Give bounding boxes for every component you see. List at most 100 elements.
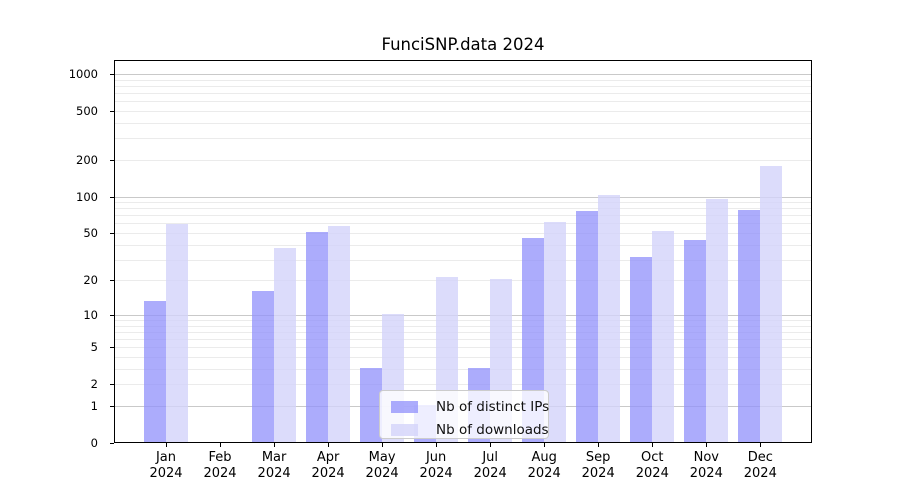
- x-tick-month: Feb: [208, 450, 232, 465]
- x-tick-year: 2024: [419, 465, 453, 481]
- gridline-minor: [115, 331, 811, 333]
- gridline-minor: [115, 138, 811, 140]
- y-tick-label: 1: [90, 399, 98, 413]
- x-tick-month: Aug: [531, 450, 557, 465]
- gridline-minor: [115, 223, 811, 225]
- y-tick-mark: [110, 384, 114, 386]
- bar-ips-may: [360, 368, 383, 442]
- x-tick-mark: [166, 443, 167, 447]
- gridline-minor: [115, 280, 811, 282]
- gridline-minor: [115, 357, 811, 358]
- y-tick-mark: [110, 347, 114, 349]
- gridline-major: [115, 74, 811, 75]
- y-tick-mark: [110, 280, 114, 282]
- bar-downloads-oct: [652, 231, 675, 442]
- x-tick-mark: [652, 443, 654, 447]
- x-tick-month: Jul: [482, 450, 499, 465]
- x-tick-year: 2024: [743, 465, 777, 481]
- legend-swatch-downloads: [391, 424, 418, 436]
- y-tick-label: 50: [83, 226, 98, 240]
- x-tick-label: Jul 2024: [460, 450, 520, 481]
- y-tick-label: 500: [76, 104, 98, 118]
- bar-ips-sep: [576, 210, 599, 442]
- x-tick-mark: [598, 443, 600, 447]
- x-tick-month: Mar: [261, 450, 287, 465]
- gridline-minor: [115, 79, 811, 81]
- gridline-minor: [115, 85, 811, 87]
- bar-downloads-mar: [274, 247, 297, 442]
- gridline-minor: [115, 122, 811, 124]
- gridline-minor: [115, 369, 811, 370]
- bar-ips-dec: [738, 210, 761, 442]
- gridline-minor: [115, 244, 811, 246]
- x-tick-mark: [706, 443, 708, 447]
- x-tick-month: May: [368, 450, 396, 465]
- gridline-major: [115, 196, 811, 198]
- gridline-major: [115, 314, 811, 316]
- x-tick-mark: [274, 443, 276, 447]
- x-tick-year: 2024: [257, 465, 291, 481]
- y-tick-label: 200: [76, 152, 98, 167]
- x-tick-mark: [328, 443, 330, 447]
- x-tick-month: Jan: [155, 450, 177, 465]
- x-tick-year: 2024: [473, 465, 507, 481]
- gridline-minor: [115, 233, 811, 234]
- y-tick-mark: [110, 406, 114, 407]
- x-tick-label: May 2024: [352, 450, 412, 481]
- x-tick-label: Mar 2024: [244, 450, 304, 481]
- y-tick-mark: [110, 111, 114, 112]
- x-tick-mark: [220, 443, 221, 447]
- y-tick-label: 100: [76, 189, 98, 204]
- gridline-minor: [115, 325, 811, 327]
- bar-ips-apr: [306, 232, 329, 442]
- x-tick-label: Nov 2024: [676, 450, 736, 481]
- x-tick-month: Sep: [585, 450, 611, 465]
- bar-downloads-jan: [166, 224, 188, 442]
- x-tick-month: Nov: [693, 450, 719, 465]
- x-tick-year: 2024: [365, 465, 399, 481]
- x-tick-label: Jun 2024: [406, 450, 466, 481]
- y-tick-label: 20: [83, 273, 98, 288]
- x-tick-mark: [544, 443, 546, 447]
- gridline-minor: [115, 384, 811, 386]
- bar-ips-nov: [684, 239, 707, 442]
- x-tick-month: Apr: [316, 450, 340, 465]
- x-tick-month: Oct: [641, 450, 664, 465]
- gridline-minor: [115, 208, 811, 210]
- x-tick-month: Jun: [425, 450, 447, 465]
- legend: Nb of distinct IPs Nb of downloads: [379, 390, 549, 439]
- bar-ips-mar: [252, 290, 275, 442]
- gridline-minor: [115, 320, 811, 321]
- x-tick-mark: [760, 443, 762, 447]
- gridline-minor: [115, 111, 811, 112]
- x-tick-year: 2024: [689, 465, 723, 481]
- x-tick-mark: [382, 443, 384, 447]
- bar-downloads-dec: [760, 165, 783, 442]
- bar-ips-oct: [630, 256, 653, 442]
- y-tick-mark: [110, 159, 114, 161]
- x-tick-year: 2024: [527, 465, 561, 481]
- x-tick-label: Sep 2024: [568, 450, 628, 481]
- gridline-minor: [115, 215, 811, 217]
- y-tick-mark: [110, 443, 114, 444]
- y-tick-label: 2: [90, 377, 98, 392]
- y-tick-mark: [110, 233, 114, 234]
- x-tick-year: 2024: [311, 465, 345, 481]
- x-tick-year: 2024: [149, 465, 183, 481]
- y-tick-label: 1000: [68, 67, 98, 81]
- gridline-minor: [115, 101, 811, 103]
- gridline-minor: [115, 159, 811, 161]
- y-tick-mark: [110, 314, 114, 316]
- x-tick-label: Dec 2024: [730, 450, 790, 481]
- y-tick-label: 0: [90, 436, 98, 450]
- x-tick-label: Feb 2024: [190, 450, 250, 481]
- legend-label-ips: Nb of distinct IPs: [436, 399, 550, 415]
- chart-title: FunciSNP.data 2024: [381, 35, 545, 54]
- x-tick-month: Dec: [747, 450, 773, 465]
- bar-ips-jan: [144, 301, 166, 442]
- x-tick-year: 2024: [203, 465, 237, 481]
- x-tick-year: 2024: [581, 465, 615, 481]
- x-tick-mark: [490, 443, 492, 447]
- x-tick-label: Jan 2024: [136, 450, 196, 481]
